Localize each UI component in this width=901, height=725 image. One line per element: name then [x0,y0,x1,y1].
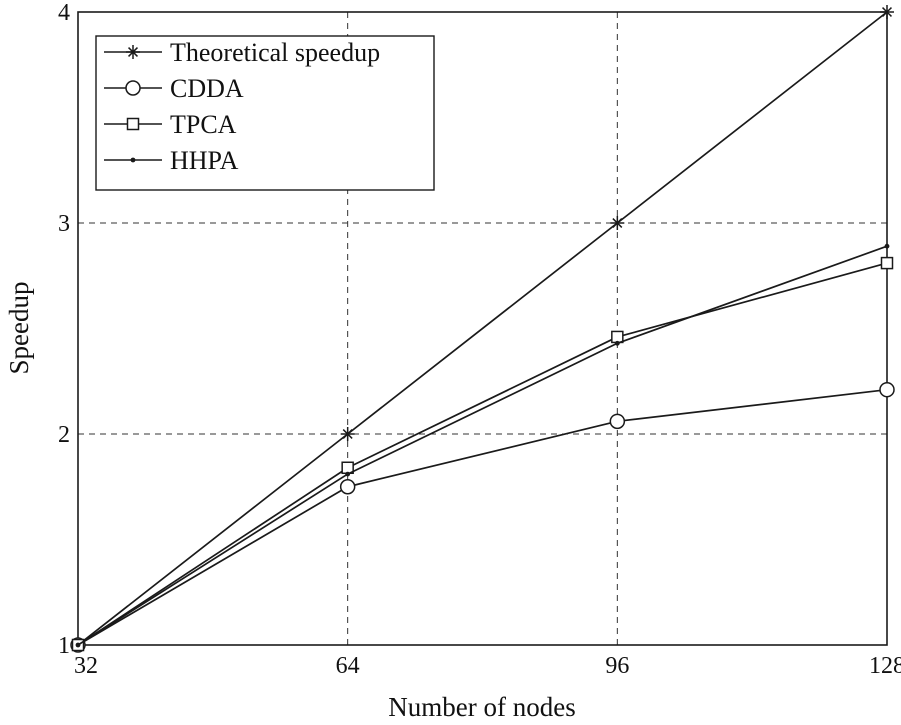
x-tick-label-32: 32 [74,653,98,679]
point-hhpa-96 [614,340,620,346]
legend-label-cdda: CDDA [170,74,244,103]
point-cdda-96 [609,413,626,430]
legend-box [95,35,435,191]
point-cdda-128 [879,381,895,398]
legend-marker-cdda [125,80,141,96]
x-tick-label-128: 128 [869,653,901,679]
legend-label-theoretical-speedup: Theoretical speedup [170,38,380,67]
point-cdda-64 [339,479,356,495]
legend-item-hhpa: HHPA [104,146,239,175]
y-tick-label-2: 2 [58,422,70,448]
plot-frame [77,11,888,646]
point-hhpa-128 [884,243,890,249]
x-tick-label-96: 96 [605,653,629,679]
series-group [70,5,895,653]
point-theoretical-speedup-64 [340,427,355,441]
point-hhpa-64 [345,471,351,477]
y-axis-label: Speedup [4,282,34,375]
legend-item-cdda: CDDA [104,74,244,103]
series-line-cdda [77,388,888,646]
legend-item-tpca: TPCA [104,110,237,139]
y-tick-label-3: 3 [58,211,70,237]
legend-marker-hhpa [130,157,136,163]
tick-labels: 32 64 96 128 1 2 3 4 [58,0,901,679]
series-line-theoretical-speedup [77,11,888,646]
y-tick-label-1: 1 [58,633,70,659]
legend-marker-theoretical-speedup [126,45,140,59]
x-axis-label: Number of nodes [388,692,575,722]
series-line-tpca [77,262,888,646]
y-tick-label-4: 4 [58,0,70,26]
legend-marker-tpca [126,117,140,131]
legend-item-theoretical-speedup: Theoretical speedup [104,38,380,67]
series-line-hhpa [77,245,888,646]
point-tpca-96 [611,330,624,344]
point-hhpa-32 [75,642,81,648]
x-tick-label-64: 64 [336,653,360,679]
point-theoretical-speedup-96 [610,216,625,230]
legend: Theoretical speedup CDDA TPCA HHPA [95,35,435,191]
grid-lines [78,12,887,645]
legend-label-hhpa: HHPA [170,146,239,175]
point-theoretical-speedup-128 [880,5,894,19]
legend-label-tpca: TPCA [170,110,237,139]
point-tpca-128 [880,256,894,270]
